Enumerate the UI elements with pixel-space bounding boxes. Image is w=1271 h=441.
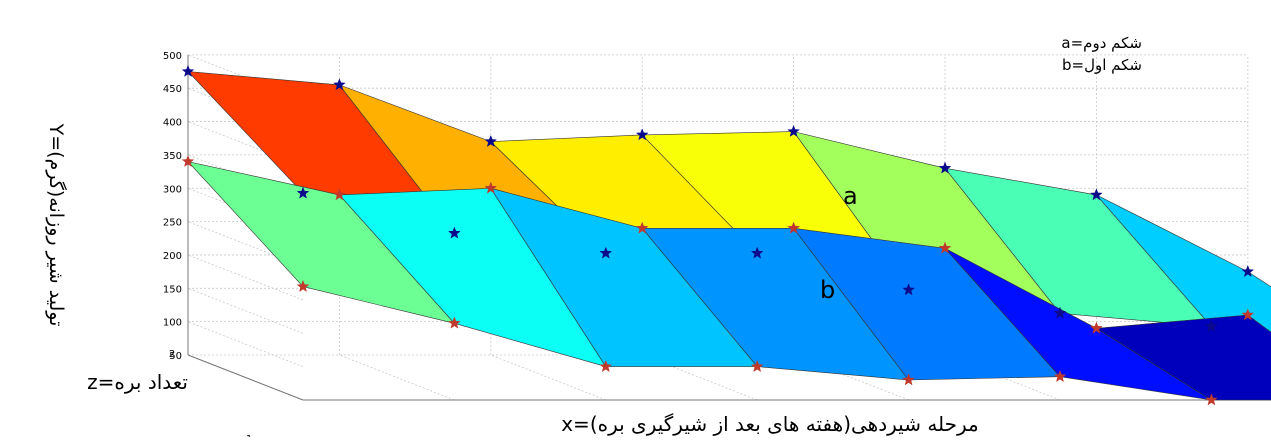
grid-line-floor-x — [793, 354, 909, 401]
y-axis-label: Y=تولید شیر روزانه(گرم) — [45, 123, 68, 327]
data-point-b-back — [787, 221, 800, 234]
tick-layer: 501001502002503003504004505001234567812 — [163, 51, 252, 441]
data-point-b-front — [296, 279, 310, 293]
data-point-a-back — [1090, 188, 1103, 201]
data-point-b-front — [902, 373, 915, 386]
grid-line-floor-x — [490, 354, 606, 401]
grid-line-side-y — [187, 321, 304, 368]
legend-line-b: b=شکم اول — [1062, 56, 1142, 74]
grid-line-side-y — [187, 287, 304, 334]
data-point-a-back — [333, 78, 346, 91]
data-point-a-back — [484, 134, 498, 147]
data-point-a-front — [1053, 306, 1067, 319]
data-point-a-front — [750, 246, 764, 259]
y-tick-label: 100 — [163, 318, 182, 329]
annotation-b: b — [820, 276, 835, 304]
data-point-b-back — [1090, 321, 1103, 334]
z-tick-label: 2 — [169, 349, 175, 360]
data-point-b-front — [750, 359, 764, 373]
data-point-b-back — [635, 221, 649, 234]
y-tick-label: 450 — [163, 84, 182, 95]
annotation-a: a — [843, 182, 858, 210]
data-point-b-front — [1053, 370, 1067, 383]
data-point-b-back — [181, 154, 195, 167]
data-point-b-front — [448, 316, 461, 329]
x-axis-label: x=مرحله شیردهی(هفته های بعد از شیرگیری ب… — [561, 412, 979, 436]
y-tick-label: 250 — [163, 218, 182, 229]
data-point-a-front — [902, 283, 915, 296]
y-tick-label: 400 — [163, 118, 182, 129]
data-point-a-front — [599, 246, 613, 259]
data-point-a-front — [448, 226, 461, 239]
z-axis-line — [187, 354, 304, 401]
y-tick-label: 500 — [163, 51, 182, 62]
data-point-a-back — [1241, 264, 1255, 278]
data-point-a-back — [938, 161, 952, 174]
data-point-b-front — [599, 359, 613, 373]
y-tick-label: 50 — [169, 351, 182, 362]
y-tick-label: 350 — [163, 151, 182, 162]
legend-line-a: a=شکم دوم — [1061, 34, 1142, 52]
y-tick-label: 300 — [163, 184, 182, 195]
data-point-a-back — [181, 64, 195, 77]
z-axis-label: z=تعداد بره — [87, 370, 188, 394]
y-tick-label: 150 — [163, 284, 182, 295]
data-point-a-back — [787, 124, 800, 137]
grid-line-floor-x — [642, 354, 758, 401]
y-tick-label: 200 — [163, 251, 182, 262]
marker-layer — [181, 64, 1255, 406]
data-point-b-front — [1205, 393, 1218, 406]
data-point-b-back — [1241, 308, 1255, 321]
data-point-a-front — [296, 186, 310, 199]
data-point-a-back — [635, 128, 649, 141]
surface-layer — [187, 71, 1271, 401]
grid-line-floor-x — [339, 354, 455, 401]
grid-line-side-y — [187, 254, 304, 301]
data-point-b-back — [333, 188, 346, 201]
data-point-b-back — [938, 241, 952, 254]
data-point-a-front — [1205, 319, 1218, 333]
data-point-b-back — [484, 181, 498, 194]
